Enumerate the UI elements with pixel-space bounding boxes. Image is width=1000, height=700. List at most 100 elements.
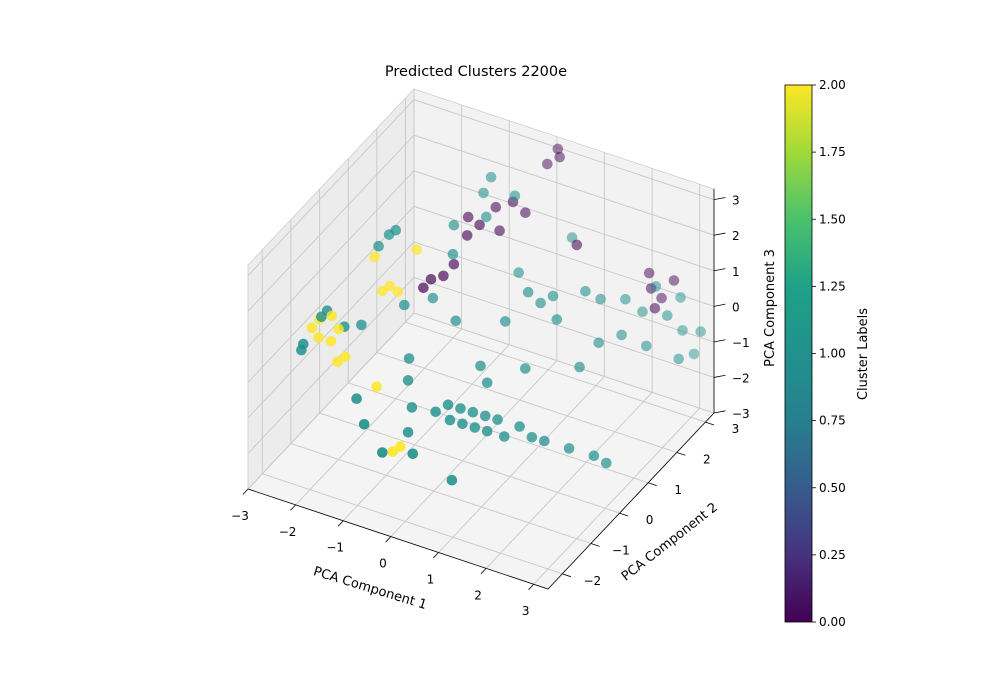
z-gridline [247,99,715,277]
z-tick-label: −1 [732,336,750,350]
colorbar-tick-label: 1.50 [819,212,846,226]
z-tick-mark [713,410,726,414]
scatter-point-cluster-0 [461,230,473,241]
z-gridline [247,205,715,383]
scatter-point-cluster-2 [369,251,381,263]
scatter-point-cluster-1 [407,448,419,460]
x-tick-label: −2 [279,525,297,539]
scatter-point-cluster-2 [339,351,351,363]
z-tick-mark [713,268,726,272]
x-tick-mark [433,552,439,559]
scatter-point-cluster-1 [650,281,662,292]
scatter-point-cluster-0 [462,211,474,223]
scatter-point-cluster-0 [425,274,437,285]
scatter-point-cluster-2 [332,356,343,368]
colorbar: 0.00 0.25 0.50 0.75 1.00 1.25 1.50 1.75 2.00 Clu… [784,78,871,629]
z-tick-mark [713,303,726,307]
scatter-point-cluster-1 [485,171,497,183]
scatter-point-cluster-1 [469,422,481,433]
x-tick-label: 1 [427,573,435,587]
z-tick-mark [713,197,726,201]
scatter-point-cluster-1 [356,319,367,331]
scatter-point-cluster-2 [371,381,382,393]
colorbar-tick-label: 1.25 [819,279,846,293]
scatter-point-cluster-0 [571,239,583,251]
scatter-point-cluster-2 [377,285,388,297]
colorbar-tick-label: 1.00 [819,347,846,361]
z-tick-label: 1 [732,265,740,279]
x-tick-label: −1 [326,541,344,555]
scatter-point-cluster-1 [492,414,503,425]
scatter-point-cluster-0 [418,282,429,294]
scatter-point-cluster-2 [395,441,406,452]
scatter-point-cluster-1 [427,292,439,304]
x-axis-label: PCA Component 1 [311,564,428,613]
y-tick-label: 3 [732,422,740,436]
x-tick-mark [385,536,392,543]
scatter-point-cluster-1 [616,329,627,341]
scatter-points [296,143,706,486]
x-tick-label: 2 [474,588,482,602]
scatter-point-cluster-2 [313,332,324,343]
scatter-point-cluster-1 [481,425,493,437]
scatter-point-cluster-1 [514,421,525,432]
z-tick-label: −2 [732,371,750,385]
colorbar-tick-label: 0.25 [819,548,846,562]
scatter-point-cluster-0 [554,151,565,163]
y-tick-mark [648,482,657,487]
scatter-point-cluster-2 [326,310,338,322]
scatter-point-cluster-1 [574,361,585,373]
scatter-point-cluster-1 [377,447,388,458]
scatter-point-cluster-1 [588,450,600,462]
y-tick-label: −1 [612,544,630,558]
y-tick-label: −2 [583,574,601,588]
z-gridline [247,241,715,419]
scatter-point-cluster-1 [677,325,688,336]
scatter-point-cluster-1 [641,340,652,352]
colorbar-tick-label: 1.75 [819,145,846,159]
x-tick-mark [242,488,249,495]
scatter-point-cluster-1 [467,406,479,418]
scatter-point-cluster-1 [351,393,362,405]
scatter-point-cluster-0 [520,207,531,218]
x-tick-mark [290,504,296,511]
scatter-point-cluster-0 [649,303,661,314]
scatter-point-cluster-1 [522,286,534,298]
scatter-point-cluster-0 [656,292,667,304]
colorbar-tick-label: 0.00 [819,615,846,629]
scatter-point-cluster-1 [481,211,492,223]
y-axis-line [547,412,715,590]
z-gridline [247,170,715,348]
scatter-point-cluster-2 [333,323,344,335]
z-gridline [247,134,715,312]
y-tick-mark [619,512,629,517]
scatter-point-cluster-1 [444,414,456,426]
x-tick-mark [337,520,344,527]
scatter-point-cluster-1 [430,406,442,418]
scatter-point-cluster-1 [509,190,521,202]
y-tick-mark [676,452,686,456]
scatter-point-cluster-1 [563,443,575,454]
axes-grid [247,89,715,585]
y-tick-mark [705,421,715,426]
colorbar-tick-label: 0.75 [819,414,846,428]
z-tick-label: 3 [732,194,740,208]
scatter-point-cluster-1 [298,338,309,350]
scatter-point-cluster-1 [402,427,414,438]
z-tick-mark [713,232,726,236]
scatter-point-cluster-0 [552,143,564,155]
scatter-point-cluster-0 [438,270,449,282]
z-gridline [247,276,715,454]
scatter-point-cluster-0 [448,259,460,270]
x-axis-line [247,488,549,590]
scatter-point-cluster-0 [668,275,680,286]
z-tick-mark [713,339,726,343]
y-tick-mark [590,543,600,547]
scatter-point-cluster-0 [643,267,655,279]
scatter-point-cluster-2 [306,322,318,334]
scatter-point-cluster-2 [325,336,337,347]
scatter-point-cluster-1 [500,316,511,327]
scatter-point-cluster-1 [481,377,493,389]
scatter-point-cluster-1 [403,353,415,364]
